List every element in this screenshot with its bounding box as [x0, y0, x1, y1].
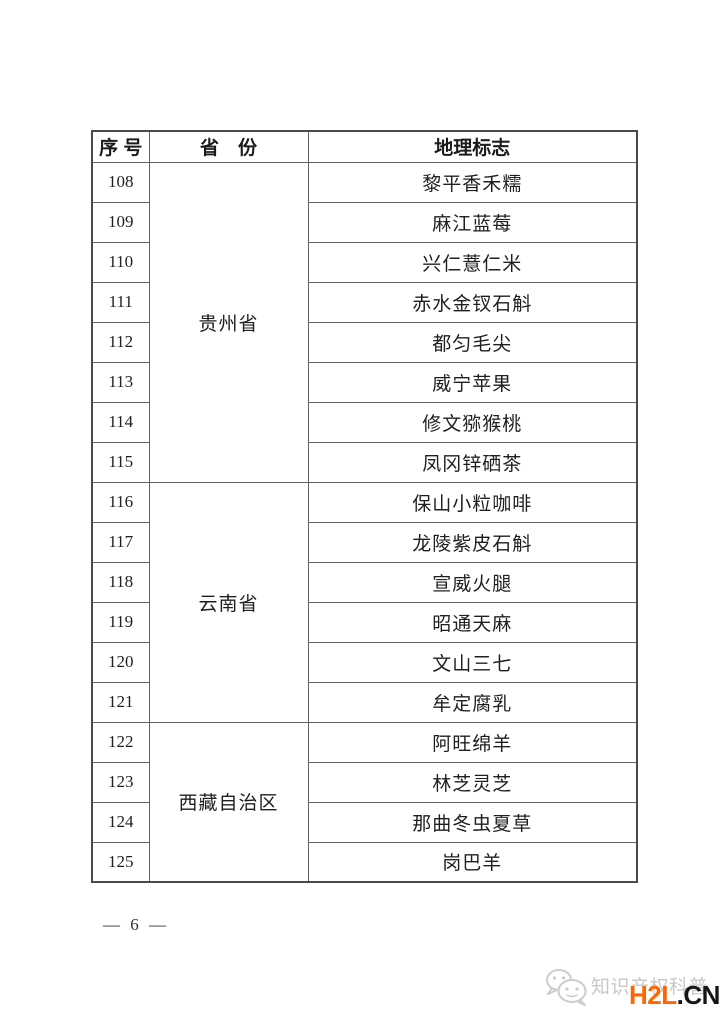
serial-cell: 121: [91, 681, 150, 723]
serial-cell: 115: [91, 441, 150, 483]
serial-cell: 124: [91, 801, 150, 843]
serial-cell: 117: [91, 521, 150, 563]
gi-table: 序 号 省 份 地理标志 108 贵州省 黎平香禾糯 109 麻江蓝莓 110 兴仁薏仁米 1…: [91, 130, 638, 883]
table-row: 123 林芝灵芝: [91, 761, 638, 803]
serial-cell: 113: [91, 361, 150, 403]
table-row: 116 云南省 保山小粒咖啡: [91, 481, 638, 723]
table-row: 118 宣威火腿: [91, 561, 638, 603]
gi-cell: 凤冈锌硒茶: [307, 441, 638, 483]
gi-cell: 牟定腐乳: [307, 681, 638, 723]
watermark-brand: H2L.CN: [629, 982, 720, 1008]
serial-cell: 108: [91, 161, 150, 203]
gi-cell: 修文猕猴桃: [307, 401, 638, 443]
serial-cell: 119: [91, 601, 150, 643]
gi-cell: 那曲冬虫夏草: [307, 801, 638, 843]
gi-cell: 岗巴羊: [307, 841, 638, 883]
gi-cell: 威宁苹果: [307, 361, 638, 403]
gi-cell: 阿旺绵羊: [307, 721, 638, 763]
table-row: 121 牟定腐乳: [91, 681, 638, 723]
table-row: 108 贵州省 黎平香禾糯: [91, 161, 638, 483]
serial-cell: 110: [91, 241, 150, 283]
gi-cell: 兴仁薏仁米: [307, 241, 638, 283]
gi-cell: 文山三七: [307, 641, 638, 683]
gi-cell: 保山小粒咖啡: [307, 481, 638, 523]
gi-cell: 昭通天麻: [307, 601, 638, 643]
province-cell: 云南省: [148, 481, 309, 723]
gi-cell: 林芝灵芝: [307, 761, 638, 803]
table-row: 112 都匀毛尖: [91, 321, 638, 363]
gi-cell: 麻江蓝莓: [307, 201, 638, 243]
column-header-serial: 序 号: [91, 130, 150, 163]
watermark-text: 知识产权科普: [591, 977, 709, 998]
gi-cell: 宣威火腿: [307, 561, 638, 603]
table-row: 114 修文猕猴桃: [91, 401, 638, 443]
table-row: 115 凤冈锌硒茶: [91, 441, 638, 483]
gi-cell: 龙陵紫皮石斛: [307, 521, 638, 563]
serial-cell: 111: [91, 281, 150, 323]
serial-cell: 114: [91, 401, 150, 443]
serial-cell: 123: [91, 761, 150, 803]
table-row: 110 兴仁薏仁米: [91, 241, 638, 283]
serial-cell: 116: [91, 481, 150, 523]
gi-cell: 黎平香禾糯: [307, 161, 638, 203]
table-body: 108 贵州省 黎平香禾糯 109 麻江蓝莓 110 兴仁薏仁米 111 赤水金钗石斛 112 都匀…: [91, 161, 638, 883]
gi-cell: 都匀毛尖: [307, 321, 638, 363]
table-row: 117 龙陵紫皮石斛: [91, 521, 638, 563]
serial-cell: 109: [91, 201, 150, 243]
table-row: 109 麻江蓝莓: [91, 201, 638, 243]
table-header-row: 序 号 省 份 地理标志: [91, 130, 638, 163]
serial-cell: 125: [91, 841, 150, 883]
serial-cell: 122: [91, 721, 150, 763]
table-row: 125 岗巴羊: [91, 841, 638, 883]
page-number: — 6 —: [103, 915, 169, 934]
table-row: 111 赤水金钗石斛: [91, 281, 638, 323]
gi-cell: 赤水金钗石斛: [307, 281, 638, 323]
watermark-brand-main: H2L: [629, 980, 677, 1010]
province-cell: 贵州省: [148, 161, 309, 483]
wechat-icon: [546, 969, 587, 1006]
table-row: 120 文山三七: [91, 641, 638, 683]
watermark-brand-suffix: .CN: [676, 980, 720, 1010]
watermark: 知识产权科普 H2L.CN: [542, 962, 720, 1018]
column-header-province: 省 份: [148, 130, 309, 163]
table-row: 122 西藏自治区 阿旺绵羊: [91, 721, 638, 883]
serial-cell: 118: [91, 561, 150, 603]
serial-cell: 120: [91, 641, 150, 683]
table-row: 119 昭通天麻: [91, 601, 638, 643]
table-row: 113 威宁苹果: [91, 361, 638, 403]
column-header-gi: 地理标志: [307, 130, 638, 163]
serial-cell: 112: [91, 321, 150, 363]
province-cell: 西藏自治区: [148, 721, 309, 883]
